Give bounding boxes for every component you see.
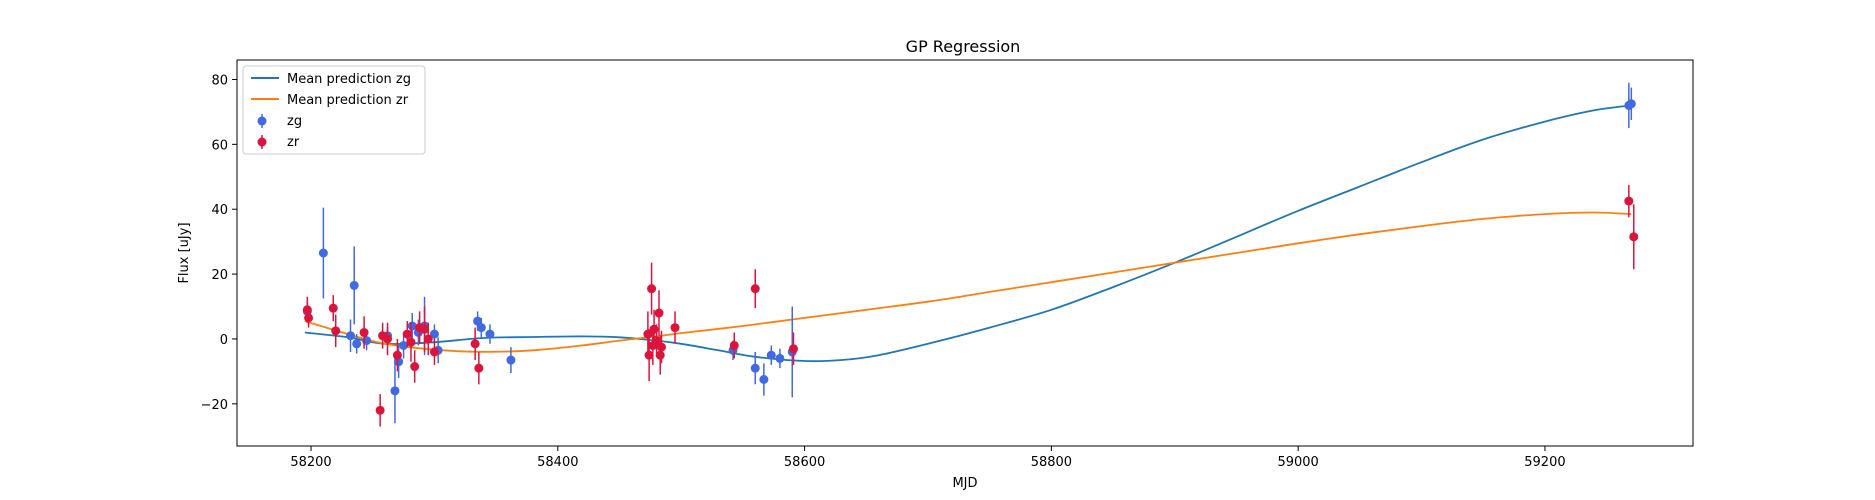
data-point-zr [375,405,385,415]
x-tick-label: 59000 [1277,455,1318,470]
mean-prediction-line [304,211,1632,353]
data-point-zr [644,350,654,360]
data-point-zr [302,305,312,315]
data-point-zg [390,386,400,396]
y-tick-label: 20 [211,268,228,283]
x-tick-label: 58400 [537,455,578,470]
data-point-zr [406,337,416,347]
data-point-zr [654,308,664,318]
data-point-zr [729,340,739,350]
data-point-zg [352,339,362,349]
data-point-zr [670,323,680,333]
data-point-zr [788,344,798,354]
y-axis-label: Flux [uJy] [177,222,192,283]
legend-label-zg: zg [287,114,302,129]
chart-title: GP Regression [906,37,1021,56]
legend: Mean prediction zg Mean prediction zr zg… [242,65,426,155]
data-point-zg [1626,99,1636,109]
mean-prediction-line [304,104,1632,363]
legend-label-mean-zg: Mean prediction zg [287,72,411,87]
legend-marker-zr [257,137,267,147]
x-tick-label: 58600 [784,455,825,470]
legend-label-mean-zr: Mean prediction zr [287,93,409,108]
data-point-zg [476,323,486,333]
data-point-zg [399,340,409,350]
data-point-zg [766,350,776,360]
data-point-zr [1629,232,1639,242]
x-axis-label: MJD [952,476,977,491]
data-point-zg [407,321,417,331]
legend-box [242,65,426,155]
data-point-zr [331,326,341,336]
x-tick-label: 58800 [1031,455,1072,470]
data-point-zr [392,350,402,360]
y-tick-label: 60 [211,138,228,153]
data-point-zr [420,324,430,334]
x-tick-label: 59200 [1524,455,1565,470]
data-point-zg [346,331,356,341]
x-axis-ticks: 58200 58400 58600 58800 59000 59200 [290,446,1566,470]
y-axis-ticks: −20 0 20 40 60 80 [201,73,237,413]
data-point-zg [750,363,760,373]
data-point-zr [647,284,657,294]
data-point-zr [750,284,760,294]
data-point-zr [359,327,369,337]
y-tick-label: −20 [201,398,228,413]
data-point-zr [410,362,420,372]
legend-marker-zg [257,116,267,126]
data-point-zr [304,313,314,323]
data-point-zr [470,339,480,349]
mean-prediction-lines [304,104,1632,363]
legend-label-zr: zr [287,135,300,150]
y-tick-label: 0 [220,333,228,348]
data-point-zr [652,336,662,346]
data-point-zr [656,342,666,352]
data-point-zg [775,353,785,363]
x-tick-label: 58200 [290,455,331,470]
data-point-zg [759,375,769,385]
data-point-zg [506,355,516,365]
data-point-zr [423,334,433,344]
y-tick-label: 80 [211,73,228,88]
plot-frame [236,59,1694,447]
data-point-zr [383,334,393,344]
data-point-zr [643,329,653,339]
data-points [302,82,1639,427]
data-point-zg [485,329,495,339]
data-point-zr [474,363,484,373]
data-point-zr [328,303,338,313]
data-point-zg [349,280,359,290]
data-point-zr [1624,196,1634,206]
data-point-zg [429,329,439,339]
data-point-zr [655,350,665,360]
data-point-zr [429,347,439,357]
data-point-zr [402,329,412,339]
data-point-zg [318,248,328,258]
y-tick-label: 40 [211,203,228,218]
